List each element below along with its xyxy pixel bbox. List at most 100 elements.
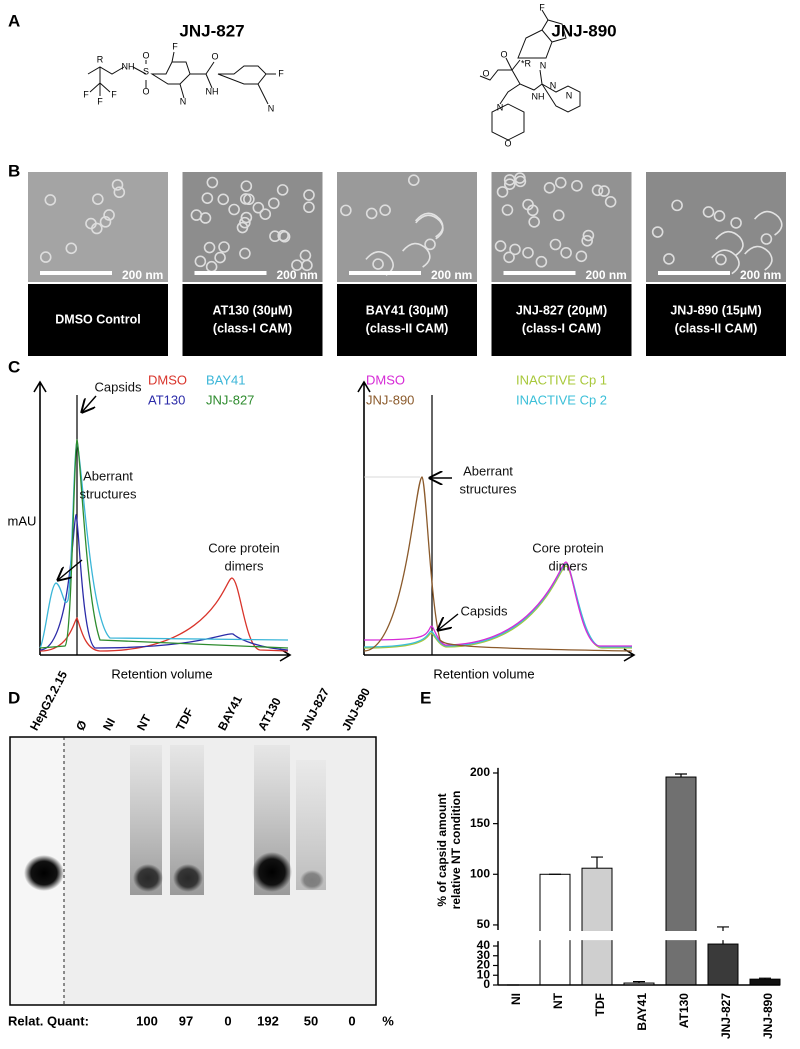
error-bar xyxy=(591,856,603,869)
arrow xyxy=(58,559,83,580)
annotation: dimers xyxy=(224,558,264,573)
error-bar xyxy=(759,977,771,980)
atom: O xyxy=(142,50,149,60)
quant-value: 0 xyxy=(348,1013,355,1028)
caption-box xyxy=(491,284,632,356)
atom: N xyxy=(497,102,504,112)
particle xyxy=(299,249,312,262)
band xyxy=(173,864,203,892)
curve xyxy=(363,563,632,648)
atom: F xyxy=(278,68,284,78)
bar xyxy=(581,867,613,986)
annotation: Core protein xyxy=(532,540,604,555)
annotation: dimers xyxy=(548,558,588,573)
particle xyxy=(276,184,289,196)
x-tick-label: NT xyxy=(551,992,565,1009)
particle xyxy=(522,246,534,259)
band xyxy=(133,864,163,892)
legend-entry: JNJ-890 xyxy=(366,392,414,407)
atom: O xyxy=(504,138,511,148)
band xyxy=(300,870,324,890)
curve xyxy=(363,476,633,652)
particle xyxy=(252,201,265,214)
particle xyxy=(228,203,240,216)
axis-label: Retention volume xyxy=(111,666,212,681)
particle xyxy=(591,184,604,197)
quant-unit: % xyxy=(382,1013,394,1028)
lane-label: JNJ-827 xyxy=(298,685,332,733)
axis-label: mAU xyxy=(8,513,37,528)
particle xyxy=(111,179,124,191)
atom: NH xyxy=(122,61,135,71)
x-tick-label: AT130 xyxy=(677,993,691,1028)
curve xyxy=(363,561,632,647)
particle xyxy=(496,186,509,198)
particle xyxy=(218,241,230,253)
error-bar xyxy=(633,980,645,984)
axes xyxy=(357,380,636,662)
compound-name: JNJ-890 xyxy=(551,21,616,40)
aberrant-structure xyxy=(414,212,444,238)
lane-label: HepG2.2.15 xyxy=(27,668,70,733)
particle xyxy=(303,189,315,201)
caption: (class-I CAM) xyxy=(522,321,601,335)
particle xyxy=(203,241,216,254)
quant-value: 192 xyxy=(257,1013,279,1028)
micrograph xyxy=(182,172,323,282)
particle xyxy=(379,204,391,216)
particle xyxy=(407,174,420,186)
panel-label: E xyxy=(420,688,431,707)
y-axis-label: relative NT condition xyxy=(449,791,463,910)
particle xyxy=(39,251,52,263)
particle xyxy=(259,208,272,220)
caption-box xyxy=(28,284,168,356)
quant-value: 50 xyxy=(304,1013,318,1028)
panel-label: C xyxy=(8,357,20,376)
particle xyxy=(340,204,352,217)
particle xyxy=(663,253,675,265)
particle xyxy=(268,197,280,210)
x-tick-label: BAY41 xyxy=(635,993,649,1031)
panel-label: A xyxy=(8,11,20,30)
legend-entry: DMSO xyxy=(366,372,405,387)
particle xyxy=(372,258,384,270)
atom: F xyxy=(539,2,545,12)
bar xyxy=(665,776,697,986)
particle xyxy=(582,229,595,242)
particle xyxy=(715,253,727,266)
y-tick-label: 40 xyxy=(477,938,491,952)
lane-label: TDF xyxy=(173,706,196,733)
particle xyxy=(291,259,303,271)
y-tick-label: 30 xyxy=(477,948,491,962)
curve xyxy=(39,438,289,649)
quant-value: 100 xyxy=(136,1013,158,1028)
particle xyxy=(303,201,315,214)
axis-break-gap xyxy=(490,930,780,941)
caption: JNJ-827 (20µM) xyxy=(516,303,607,317)
particle xyxy=(526,204,539,217)
curve xyxy=(39,440,289,649)
particle xyxy=(501,204,514,216)
caption: (class-I CAM) xyxy=(213,321,292,335)
annotation: Aberrant xyxy=(463,463,513,478)
caption-box xyxy=(646,284,786,356)
error-bar xyxy=(675,773,687,778)
structure: JNJ-827 R NH S O O F F F F O NH N F N xyxy=(83,21,284,113)
quant-value: 0 xyxy=(224,1013,231,1028)
aberrant-structure xyxy=(744,245,773,271)
particle xyxy=(190,209,203,221)
caption: (class-II CAM) xyxy=(675,321,758,335)
x-tick-label: TDF xyxy=(593,993,607,1016)
particle xyxy=(424,238,436,251)
particle xyxy=(243,193,255,206)
particle xyxy=(365,207,378,220)
smear xyxy=(296,760,326,890)
particle xyxy=(65,242,78,255)
particle xyxy=(604,196,617,208)
particle xyxy=(269,230,281,243)
quant-value: 97 xyxy=(179,1013,193,1028)
particle xyxy=(560,246,572,259)
particle xyxy=(549,238,562,251)
particle xyxy=(194,255,207,268)
